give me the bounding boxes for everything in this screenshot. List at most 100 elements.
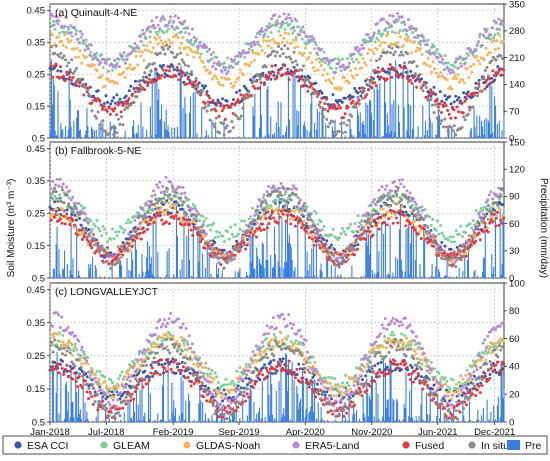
precip-bar bbox=[399, 122, 400, 138]
data-point bbox=[87, 233, 90, 236]
precip-bar bbox=[365, 103, 366, 138]
data-point bbox=[412, 60, 415, 63]
data-point bbox=[51, 14, 54, 17]
data-point bbox=[336, 107, 339, 110]
data-point bbox=[396, 221, 399, 224]
data-point bbox=[84, 86, 87, 89]
data-point bbox=[53, 24, 56, 27]
precip-bar bbox=[267, 86, 268, 138]
data-point bbox=[70, 31, 73, 34]
precip-bar bbox=[381, 224, 382, 278]
data-point bbox=[418, 80, 421, 83]
data-point bbox=[449, 117, 452, 120]
data-point bbox=[260, 75, 263, 78]
data-point bbox=[443, 94, 446, 97]
data-point bbox=[335, 133, 338, 136]
data-point bbox=[486, 37, 489, 40]
precip-bar bbox=[251, 391, 252, 422]
data-point bbox=[137, 46, 140, 49]
precip-bar bbox=[372, 270, 373, 278]
precip-bar bbox=[297, 222, 298, 278]
data-point bbox=[487, 230, 490, 233]
precip-bar bbox=[499, 121, 500, 138]
data-point bbox=[55, 207, 58, 210]
data-point bbox=[411, 31, 414, 34]
precip-bar bbox=[276, 391, 277, 422]
data-point bbox=[53, 187, 56, 190]
data-point bbox=[375, 376, 378, 379]
data-point bbox=[437, 252, 440, 255]
data-point bbox=[456, 105, 459, 108]
data-point bbox=[449, 252, 452, 255]
precip-bar bbox=[390, 70, 391, 138]
data-point bbox=[391, 15, 394, 18]
data-point bbox=[106, 101, 109, 104]
data-point bbox=[423, 39, 426, 42]
y-left-tick-label: 0.5 bbox=[32, 273, 45, 284]
data-point bbox=[73, 70, 76, 73]
data-point bbox=[326, 58, 329, 61]
data-point bbox=[271, 38, 274, 41]
data-point bbox=[200, 53, 203, 56]
data-point bbox=[446, 66, 449, 69]
data-point bbox=[281, 20, 284, 23]
data-point bbox=[496, 204, 499, 207]
data-point bbox=[137, 80, 140, 83]
data-point bbox=[253, 230, 256, 233]
data-point bbox=[276, 51, 279, 54]
data-point bbox=[316, 223, 319, 226]
data-point bbox=[308, 236, 311, 239]
data-point bbox=[319, 246, 322, 249]
data-point bbox=[150, 364, 153, 367]
data-point bbox=[421, 35, 424, 38]
data-point bbox=[363, 88, 366, 91]
data-point bbox=[321, 113, 324, 116]
data-point bbox=[347, 226, 350, 229]
data-point bbox=[390, 209, 393, 212]
data-point bbox=[69, 68, 72, 71]
precip-bar bbox=[471, 128, 472, 138]
data-point bbox=[303, 83, 306, 86]
data-point bbox=[295, 217, 298, 220]
data-point bbox=[331, 107, 334, 110]
data-point bbox=[143, 230, 146, 233]
data-point bbox=[356, 96, 359, 99]
precip-bar bbox=[87, 419, 88, 422]
data-point bbox=[204, 217, 207, 220]
data-point bbox=[368, 48, 371, 51]
data-point bbox=[252, 234, 255, 237]
data-point bbox=[281, 41, 284, 44]
data-point bbox=[380, 213, 383, 216]
data-point bbox=[61, 188, 64, 191]
data-point bbox=[415, 207, 418, 210]
data-point bbox=[169, 206, 172, 209]
data-point bbox=[346, 57, 349, 60]
data-point bbox=[302, 204, 305, 207]
data-point bbox=[338, 130, 341, 133]
data-point bbox=[252, 77, 255, 80]
data-point bbox=[95, 219, 98, 222]
data-point bbox=[262, 194, 265, 197]
data-point bbox=[122, 231, 125, 234]
data-point bbox=[159, 197, 162, 200]
data-point bbox=[403, 61, 406, 64]
data-point bbox=[262, 34, 265, 37]
data-point bbox=[292, 39, 295, 42]
data-point bbox=[337, 86, 340, 89]
data-point bbox=[424, 238, 427, 241]
data-point bbox=[262, 39, 265, 42]
data-point bbox=[208, 97, 211, 100]
precip-bar bbox=[182, 381, 183, 422]
data-point bbox=[341, 382, 344, 385]
data-point bbox=[372, 234, 375, 237]
data-point bbox=[277, 30, 280, 33]
data-point bbox=[439, 122, 442, 125]
data-point bbox=[265, 367, 268, 370]
precip-bar bbox=[257, 137, 258, 138]
data-point bbox=[273, 333, 276, 336]
precip-bar bbox=[109, 418, 110, 422]
data-point bbox=[325, 118, 328, 121]
data-point bbox=[423, 224, 426, 227]
data-point bbox=[341, 101, 344, 104]
data-point bbox=[164, 201, 167, 204]
